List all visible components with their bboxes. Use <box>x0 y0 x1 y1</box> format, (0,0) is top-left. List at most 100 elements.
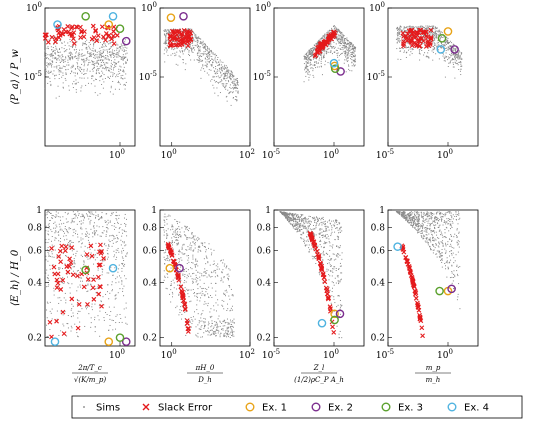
sim-point <box>346 49 348 51</box>
sim-point <box>179 221 181 223</box>
sim-point <box>196 36 198 38</box>
sim-point <box>330 46 332 48</box>
sim-point <box>55 231 57 233</box>
sim-point <box>189 28 191 30</box>
sim-point <box>339 308 341 310</box>
sim-point <box>297 217 299 219</box>
sim-point <box>223 73 225 75</box>
sim-point <box>198 320 200 322</box>
sim-point <box>226 321 228 323</box>
sim-point <box>90 83 92 85</box>
sim-point <box>230 328 232 330</box>
sim-point <box>108 245 110 247</box>
sim-point <box>123 265 125 267</box>
sim-point <box>348 65 350 67</box>
sim-point <box>302 227 304 229</box>
sim-point <box>309 57 311 59</box>
sim-point <box>410 26 412 28</box>
sim-point <box>91 78 93 80</box>
sim-point <box>221 74 223 76</box>
sim-point <box>164 49 166 51</box>
sim-point <box>438 30 440 32</box>
sim-point <box>67 221 69 223</box>
sim-point <box>326 34 328 36</box>
sim-point <box>199 272 201 274</box>
sim-point <box>117 54 119 56</box>
sim-point <box>223 77 225 79</box>
sim-point <box>51 60 53 62</box>
sim-point <box>327 226 329 228</box>
sim-point <box>197 37 199 39</box>
sim-point <box>335 267 337 269</box>
sim-point <box>322 236 324 238</box>
sim-point <box>97 215 99 217</box>
sim-point <box>176 284 178 286</box>
sim-point <box>182 253 184 255</box>
sim-point <box>194 242 196 244</box>
sim-point <box>170 301 172 303</box>
slack-error-point <box>57 248 63 254</box>
sim-point <box>454 57 456 59</box>
sim-point <box>331 27 333 29</box>
sim-point <box>86 70 88 72</box>
sim-point <box>224 75 226 77</box>
sim-point <box>178 293 180 295</box>
sim-point <box>80 87 82 89</box>
sim-point <box>73 228 75 230</box>
sim-point <box>295 222 297 224</box>
sim-point <box>305 240 307 242</box>
slack-error-point <box>110 33 116 39</box>
sim-point <box>208 51 210 53</box>
sim-point <box>125 53 127 55</box>
sim-point <box>98 248 100 250</box>
sim-point <box>320 222 322 224</box>
slack-error-point <box>98 284 103 290</box>
sim-point <box>164 219 166 221</box>
sim-point <box>194 295 196 297</box>
sim-point <box>72 66 74 68</box>
sim-point <box>58 267 60 269</box>
sim-point <box>433 38 435 40</box>
sim-point <box>189 247 191 249</box>
sim-point <box>210 248 212 250</box>
sim-point <box>229 333 231 335</box>
sim-point <box>185 235 187 237</box>
sim-point <box>233 335 235 337</box>
sim-point <box>111 245 113 247</box>
sim-point <box>352 52 354 54</box>
sim-point <box>320 219 322 221</box>
sim-point <box>289 214 291 216</box>
sim-point <box>205 49 207 51</box>
sim-point <box>417 26 419 28</box>
slack-error-point <box>319 267 325 273</box>
sim-point <box>173 231 175 233</box>
sim-point <box>167 257 169 259</box>
sim-point <box>115 259 117 261</box>
sim-point <box>191 232 193 234</box>
sim-point <box>100 53 102 55</box>
sim-point <box>323 230 325 232</box>
example-3-marker <box>81 11 90 21</box>
slack-error-point <box>174 36 180 42</box>
sim-point <box>323 254 325 256</box>
sim-point <box>333 266 335 268</box>
sim-point <box>208 297 210 299</box>
sim-point <box>304 245 306 247</box>
sim-point <box>94 63 96 65</box>
sim-point <box>234 79 236 81</box>
sim-point <box>223 68 225 70</box>
sim-point <box>423 42 425 44</box>
sim-point <box>348 50 350 52</box>
sim-point <box>69 292 71 294</box>
sim-point <box>316 218 318 220</box>
sim-point <box>197 260 199 262</box>
sim-point <box>284 214 286 216</box>
sim-point <box>98 250 100 252</box>
sim-point <box>72 229 74 231</box>
sim-point <box>115 282 117 284</box>
example-4-marker <box>108 11 118 21</box>
sim-point <box>179 282 181 284</box>
sim-point <box>184 234 186 236</box>
sim-point <box>63 297 65 299</box>
sim-point <box>168 47 170 49</box>
